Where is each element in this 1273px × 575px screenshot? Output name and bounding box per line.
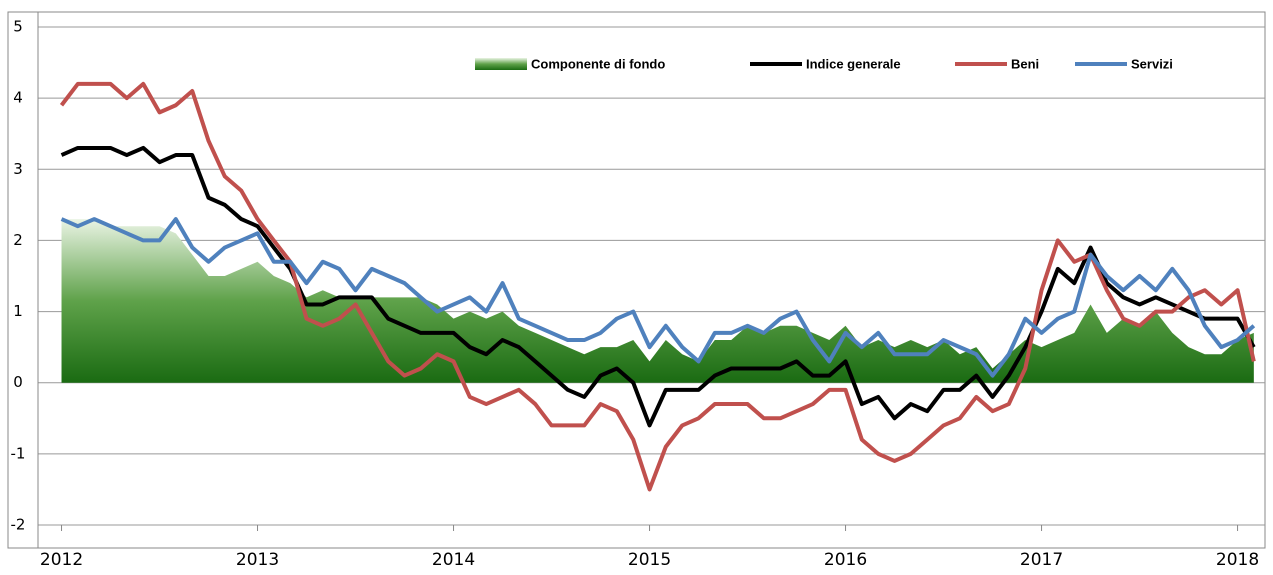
x-tick-label: 2013 <box>236 550 279 570</box>
legend-label: Beni <box>1011 56 1039 71</box>
line <box>59 81 1256 492</box>
line <box>60 217 1256 378</box>
x-tick-label: 2014 <box>432 550 475 570</box>
chart-frame <box>7 11 1266 549</box>
legend: Componente di fondo Indice generale Beni Se… <box>455 47 1210 81</box>
legend-label: Servizi <box>1131 56 1173 71</box>
y-tick-label: -1 <box>11 444 26 462</box>
x-tick-label: 2017 <box>1020 550 1063 570</box>
y-tick-label: 3 <box>13 160 23 178</box>
y-tick-label: -2 <box>11 516 26 534</box>
x-tick-label: 2016 <box>824 550 867 570</box>
x-tick-label: 2015 <box>628 550 671 570</box>
y-tick-label: 0 <box>13 373 23 391</box>
legend-label: Indice generale <box>806 56 901 71</box>
x-tick-label: 2012 <box>40 550 83 570</box>
y-tick-label: 5 <box>13 18 23 36</box>
x-tick-label: 2018 <box>1216 550 1259 570</box>
y-tick-label: 4 <box>13 89 23 107</box>
plot <box>59 81 1256 492</box>
line <box>60 145 1256 428</box>
y-tick-label: 1 <box>13 302 23 320</box>
legend-label: Componente di fondo <box>531 56 665 71</box>
legend-swatch <box>475 58 527 70</box>
area <box>61 219 1254 383</box>
grid: -2 -1 0 1 2 3 4 5 2012 2013 2014 2015 2016 2017 2018 <box>11 18 1265 570</box>
y-tick-label: 2 <box>13 231 23 249</box>
